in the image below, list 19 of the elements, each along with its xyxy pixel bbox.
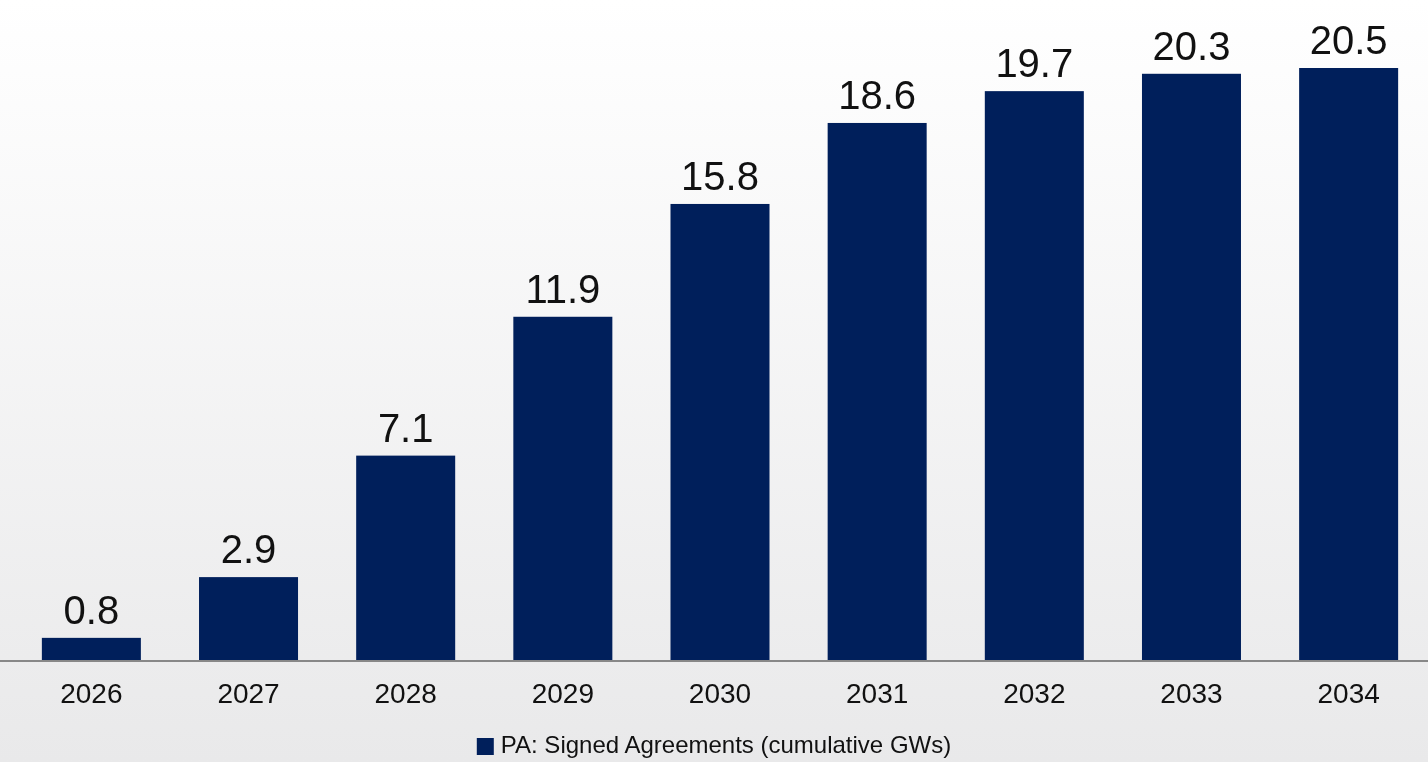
data-label: 20.5 bbox=[1309, 18, 1388, 62]
x-tick-label: 2031 bbox=[846, 677, 909, 709]
x-tick-label: 2032 bbox=[1003, 677, 1066, 709]
x-tick-label: 2029 bbox=[531, 677, 594, 709]
data-label: 11.9 bbox=[525, 266, 601, 311]
data-label: 15.8 bbox=[681, 153, 759, 198]
x-tick-label: 2027 bbox=[217, 677, 280, 709]
x-tick-label: 2026 bbox=[60, 677, 123, 709]
legend-label: PA: Signed Agreements (cumulative GWs) bbox=[500, 731, 952, 759]
x-tick-label: 2028 bbox=[374, 677, 437, 709]
data-label: 19.7 bbox=[995, 41, 1074, 86]
x-tick-label: 2030 bbox=[688, 677, 752, 709]
x-tick-label: 2034 bbox=[1317, 677, 1380, 709]
data-label: 2.9 bbox=[220, 527, 277, 572]
data-label: 7.1 bbox=[377, 405, 434, 450]
x-tick-label: 2033 bbox=[1160, 677, 1223, 709]
data-label: 0.8 bbox=[63, 587, 120, 632]
data-label: 20.3 bbox=[1152, 23, 1231, 68]
data-label: 18.6 bbox=[838, 72, 917, 117]
